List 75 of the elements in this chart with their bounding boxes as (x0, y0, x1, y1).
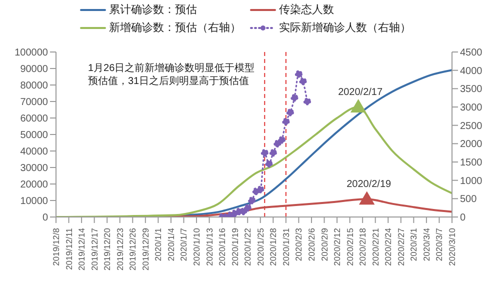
y-tick-label: 20000 (20, 180, 48, 191)
y2-tick-label: 3500 (460, 84, 483, 96)
x-tick-label: 2020/1/22 (242, 228, 253, 266)
x-tick-label: 2019/12/8 (51, 228, 61, 266)
x-tick-label: 2020/1/16 (217, 228, 228, 266)
y-tick-label: 40000 (20, 146, 48, 158)
point (282, 118, 290, 126)
x-tick-label: 2020/1/7 (178, 228, 189, 262)
annotation: 2020/2/17 (338, 86, 383, 98)
point (299, 78, 307, 86)
y-tick-label: 60000 (20, 114, 48, 125)
x-tick-label: 2019/12/29 (140, 228, 150, 271)
x-tick-label: 2020/1/19 (230, 228, 240, 266)
y2-tick-label: 2500 (460, 120, 483, 132)
x-tick-label: 2020/2/18 (358, 228, 368, 266)
y2-tick-label: 1500 (460, 158, 483, 169)
x-tick-label: 2020/1/13 (204, 228, 214, 266)
x-tick-label: 2020/1/10 (192, 228, 202, 266)
point (260, 149, 268, 157)
y2-tick-label: 4000 (460, 66, 483, 77)
x-tick-label: 2020/3/7 (434, 228, 444, 262)
y-tick-label: 10000 (20, 196, 48, 208)
point (286, 108, 294, 116)
x-tick-label: 2019/12/26 (128, 228, 138, 271)
legend-label: 实际新增确诊人数（右轴） (279, 20, 411, 35)
point (274, 140, 282, 148)
x-tick-label: 2020/1/4 (166, 228, 176, 262)
y-tick-label: 0 (42, 212, 48, 224)
y2-tick-label: 500 (460, 194, 478, 206)
x-tick-label: 2020/2/6 (306, 228, 316, 262)
legend-label: 累计确诊数：预估 (109, 3, 197, 17)
x-tick-label: 2020/1/28 (268, 228, 278, 266)
x-tick-label: 2020/1/25 (255, 228, 266, 266)
annotation: 2020/2/19 (346, 179, 392, 190)
x-tick-label: 2020/3/10 (447, 228, 457, 266)
y2-tick-label: 3000 (460, 102, 483, 114)
x-tick-label: 2020/2/24 (383, 228, 394, 266)
x-tick-label: 2020/2/3 (294, 228, 304, 262)
x-tick-label: 2019/12/14 (76, 228, 87, 271)
point (265, 160, 273, 168)
point (244, 204, 252, 212)
point (240, 208, 248, 216)
x-tick-label: 2019/12/11 (64, 228, 74, 270)
y2-tick-label: 4500 (460, 48, 483, 59)
x-tick-label: 2020/3/4 (421, 228, 432, 262)
point (290, 94, 298, 102)
x-tick-label: 2020/1/31 (280, 228, 291, 266)
x-tick-label: 2020/2/9 (319, 228, 330, 262)
x-tick-label: 2019/12/20 (102, 228, 112, 271)
y-tick-label: 100000 (14, 48, 48, 59)
x-tick-label: 2020/2/21 (370, 228, 380, 266)
y2-tick-label: 1000 (460, 176, 483, 187)
point (303, 98, 312, 106)
annotation: 1月26日之前新增确诊数明显低于模型预估值，31日之后则明显高于预估值 (88, 62, 256, 88)
point (278, 136, 286, 144)
x-tick-label: 2020/1/1 (153, 228, 164, 262)
legend-label: 传染态人数 (279, 2, 334, 17)
y2-tick-label: 2000 (460, 139, 483, 150)
x-tick-label: 2020/3/1 (408, 228, 419, 262)
y-tick-label: 30000 (20, 163, 48, 174)
legend-label: 新增确诊数：预估（右轴） (109, 20, 241, 35)
point (269, 149, 277, 157)
x-tick-label: 2019/12/17 (89, 228, 100, 271)
y-tick-label: 70000 (20, 97, 48, 108)
x-tick-label: 2020/2/15 (344, 228, 355, 266)
y-tick-label: 50000 (20, 130, 48, 142)
point (294, 70, 303, 78)
y2-tick-label: 0 (460, 212, 466, 224)
y-tick-label: 90000 (20, 64, 48, 76)
x-tick-label: 2019/12/23 (114, 228, 125, 271)
y-tick-label: 80000 (20, 80, 48, 92)
x-tick-label: 2020/2/27 (396, 228, 406, 266)
point (256, 186, 264, 194)
x-tick-label: 2020/2/12 (332, 228, 342, 266)
point (248, 196, 256, 204)
